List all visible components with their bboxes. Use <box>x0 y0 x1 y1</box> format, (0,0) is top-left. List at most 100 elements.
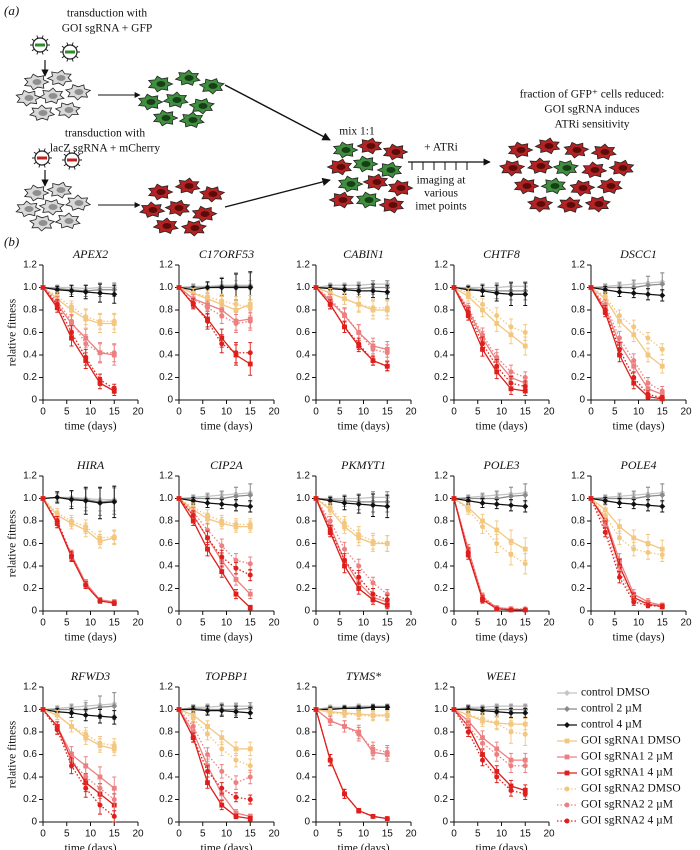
cell-nucleus <box>606 183 616 189</box>
y-tick-label: 0 <box>579 606 585 617</box>
y-tick-label: 1.0 <box>159 493 173 504</box>
y-tick-label: 1.0 <box>23 493 37 504</box>
cell-nucleus <box>364 197 374 203</box>
marker-circle <box>659 604 665 609</box>
marker-circle <box>219 341 225 347</box>
series-line <box>315 708 388 753</box>
y-tick-label: 0.2 <box>571 583 585 594</box>
cell-nucleus <box>24 95 34 101</box>
chart-title: CABIN1 <box>343 247 384 261</box>
x-tick-label: 15 <box>245 618 257 629</box>
x-tick-label: 10 <box>633 407 645 418</box>
marker-circle <box>97 802 103 808</box>
series-line <box>42 287 115 392</box>
marker-circle <box>327 301 333 307</box>
series-line <box>178 497 251 528</box>
cell-nucleus <box>190 225 200 231</box>
marker-circle <box>233 321 239 326</box>
x-axis-label: time (days) <box>612 421 664 433</box>
series-line <box>453 498 526 611</box>
marker-circle <box>190 300 196 306</box>
marker-circle <box>480 740 485 746</box>
marker-circle <box>247 318 253 324</box>
virus-payload <box>35 43 45 47</box>
marker-diamond <box>384 704 391 711</box>
y-tick-label: 1.0 <box>434 704 448 715</box>
y-tick-label: 1.0 <box>571 493 585 504</box>
marker-circle <box>384 816 390 822</box>
marker-square <box>247 605 253 611</box>
marker-circle <box>370 813 376 819</box>
cell-nucleus <box>208 191 218 197</box>
y-tick-label: 0.4 <box>296 561 310 572</box>
marker-circle <box>564 818 570 824</box>
marker-circle <box>617 313 622 319</box>
marker-circle <box>659 346 665 352</box>
marker-diamond <box>111 498 118 505</box>
legend-label: GOI sgRNA1 DMSO <box>581 735 681 747</box>
marker-circle <box>370 746 376 752</box>
marker-circle <box>370 580 376 586</box>
chart-title: C17ORF53 <box>199 247 254 261</box>
marker-circle <box>564 802 570 808</box>
marker-circle <box>480 716 485 721</box>
y-tick-label: 0.4 <box>434 350 448 361</box>
x-tick-label: 20 <box>132 618 144 629</box>
x-tick-label: 15 <box>520 407 532 418</box>
marker-diamond <box>508 502 514 509</box>
series-line <box>178 498 251 565</box>
series-line <box>315 498 388 606</box>
x-tick-label: 5 <box>475 407 481 418</box>
marker-circle <box>233 521 239 527</box>
marker-circle <box>508 324 514 330</box>
y-tick-label: 0 <box>304 817 310 828</box>
x-axis-label: time (days) <box>200 843 252 850</box>
marker-diamond <box>564 690 570 696</box>
marker-circle <box>54 727 60 733</box>
x-tick-label: 10 <box>496 829 508 840</box>
x-axis-label: time (days) <box>475 421 527 433</box>
marker-circle <box>522 731 528 737</box>
y-tick-label: 1.0 <box>296 282 310 293</box>
y-tick-label: 0.8 <box>434 305 448 316</box>
series-line <box>590 497 663 508</box>
series-line <box>453 286 526 347</box>
step-text: lacZ sgRNA + mCherry <box>50 143 161 155</box>
cell-nucleus <box>522 183 532 189</box>
marker-diamond <box>111 703 118 710</box>
marker-circle <box>602 307 608 313</box>
marker-circle <box>205 731 210 737</box>
x-axis-label: time (days) <box>64 632 116 644</box>
marker-circle <box>219 313 225 319</box>
x-tick-label: 0 <box>176 618 182 629</box>
marker-circle <box>522 791 528 797</box>
series-line <box>315 287 388 351</box>
marker-square <box>564 738 570 744</box>
marker-circle <box>588 285 594 290</box>
marker-circle <box>370 346 376 352</box>
y-tick-label: 0 <box>31 395 37 406</box>
y-tick-label: 1.2 <box>434 682 448 693</box>
marker-circle <box>508 552 514 558</box>
marker-circle <box>494 752 500 757</box>
marker-circle <box>645 550 651 555</box>
marker-circle <box>69 553 74 559</box>
marker-diamond <box>54 286 61 293</box>
marker-circle <box>111 797 117 802</box>
x-axis-label: time (days) <box>337 843 389 850</box>
x-tick-label: 10 <box>633 618 645 629</box>
y-axis-label: relative fitness <box>7 298 19 366</box>
marker-diamond <box>204 500 211 506</box>
marker-circle <box>111 743 117 748</box>
marker-circle <box>356 563 362 569</box>
x-tick-label: 0 <box>176 407 182 418</box>
marker-circle <box>465 309 471 315</box>
x-tick-label: 15 <box>245 829 257 840</box>
y-tick-label: 0.4 <box>571 350 585 361</box>
marker-square <box>205 546 210 552</box>
marker-circle <box>480 301 485 307</box>
marker-diamond <box>493 290 500 297</box>
y-tick-label: 1.2 <box>571 260 585 271</box>
series-line <box>42 498 115 603</box>
y-tick-label: 0.4 <box>159 561 173 572</box>
